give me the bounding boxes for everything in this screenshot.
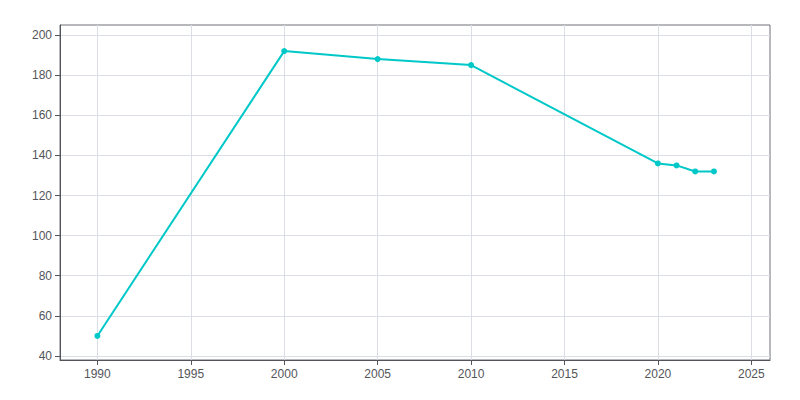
- svg-text:2015: 2015: [551, 367, 578, 381]
- svg-text:40: 40: [39, 349, 53, 363]
- svg-text:160: 160: [32, 108, 52, 122]
- svg-text:120: 120: [32, 189, 52, 203]
- svg-text:60: 60: [39, 309, 53, 323]
- svg-text:2020: 2020: [645, 367, 672, 381]
- svg-text:200: 200: [32, 28, 52, 42]
- svg-text:100: 100: [32, 229, 52, 243]
- svg-text:2010: 2010: [458, 367, 485, 381]
- svg-text:2025: 2025: [738, 367, 765, 381]
- svg-text:1990: 1990: [84, 367, 111, 381]
- svg-text:140: 140: [32, 148, 52, 162]
- svg-text:2005: 2005: [364, 367, 391, 381]
- svg-text:1995: 1995: [177, 367, 204, 381]
- svg-text:180: 180: [32, 68, 52, 82]
- svg-text:2000: 2000: [271, 367, 298, 381]
- svg-text:80: 80: [39, 269, 53, 283]
